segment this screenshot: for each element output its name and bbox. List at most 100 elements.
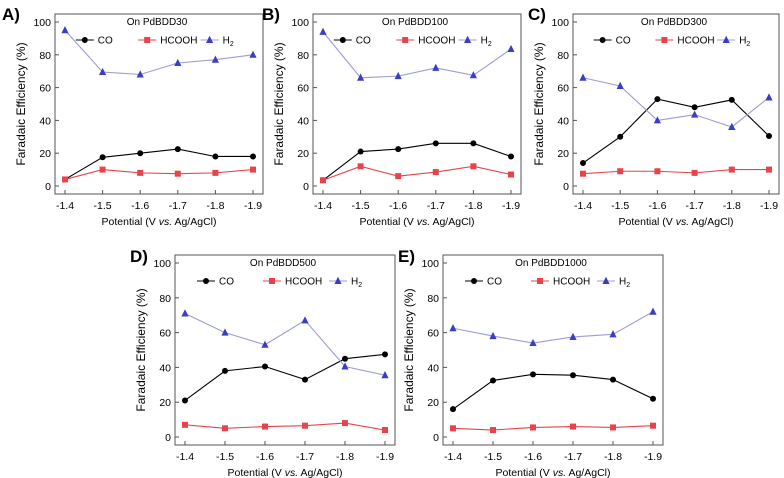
data-point-co — [262, 363, 268, 370]
x-axis-label-part: Ag/AgCl) — [172, 216, 216, 228]
x-tick-label: -1.6 — [131, 200, 149, 212]
legend-marker-h2 — [464, 35, 472, 43]
data-point-h2 — [341, 362, 349, 370]
x-tick-label: -1.9 — [502, 200, 520, 212]
data-point-co — [508, 153, 514, 160]
series-line-co — [322, 142, 512, 181]
data-point-hcooh — [508, 171, 514, 178]
data-point-h2 — [765, 93, 773, 101]
y-axis-label: Faradaic Efficiency (%) — [134, 288, 148, 411]
legend-label-h2-subscript: 2 — [746, 41, 750, 48]
data-point-hcooh — [650, 422, 656, 429]
panel-2: C) On PdBDD300 0 20 40 60 80 100 -1.4 -1.5 -1.6 -1.… — [528, 5, 780, 228]
legend-marker-co — [203, 278, 209, 284]
data-point-co — [212, 153, 219, 160]
data-point-h2 — [691, 110, 699, 118]
data-point-hcooh — [262, 423, 268, 430]
legend-label-h2-main: H — [351, 277, 358, 288]
y-tick-label: 60 — [427, 328, 439, 340]
x-axis-label-part: Potential (V — [496, 467, 553, 478]
data-point-co — [650, 395, 656, 402]
plot-frame — [174, 254, 396, 446]
x-tick-label: -1.9 — [376, 451, 394, 463]
x-axis-label: Potential (V vs. Ag/AgCl) — [102, 216, 217, 228]
legend-marker-hcooh — [269, 278, 275, 284]
data-point-h2 — [61, 26, 69, 34]
data-point-co — [182, 397, 188, 404]
legend-marker-co — [599, 37, 606, 43]
data-point-co — [570, 372, 576, 379]
legend-marker-hcooh — [402, 37, 409, 43]
data-point-hcooh — [182, 421, 188, 428]
y-axis-label: Faradaic Efficiency (%) — [532, 42, 546, 165]
legend-marker-h2 — [602, 276, 610, 284]
panel-3: D) On PdBDD500 0 20 40 60 80 100 -1.4 -1.5 -1.6 -1.… — [130, 247, 396, 478]
data-point-co — [450, 406, 456, 413]
data-point-hcooh — [395, 173, 402, 180]
x-axis-label-part: vs. — [676, 216, 689, 228]
panel-letter: C) — [528, 5, 546, 24]
x-axis-label-part: Ag/AgCl) — [430, 216, 474, 228]
data-point-h2 — [579, 73, 587, 81]
data-point-hcooh — [570, 423, 576, 430]
legend-label-hcooh: HCOOH — [418, 36, 455, 47]
y-tick-label: 80 — [297, 50, 309, 62]
x-tick-label: -1.4 — [574, 200, 592, 212]
data-point-hcooh — [320, 177, 326, 184]
data-point-co — [137, 150, 144, 157]
y-tick-label: 20 — [297, 148, 309, 160]
plot-frame — [442, 254, 664, 446]
x-tick-label: -1.6 — [648, 200, 666, 212]
x-axis-label-part: vs. — [159, 216, 172, 228]
legend-label-co: CO — [98, 36, 113, 47]
data-point-co — [490, 377, 496, 384]
data-point-co — [382, 351, 388, 358]
panel-letter: B) — [262, 5, 280, 24]
x-tick-label: -1.8 — [723, 200, 741, 212]
y-tick-label: 40 — [557, 115, 569, 127]
y-tick-label: 100 — [291, 17, 309, 29]
legend-marker-co — [471, 278, 477, 284]
legend-label-h2-subscript: 2 — [358, 282, 362, 289]
data-point-hcooh — [691, 169, 698, 176]
x-axis-label-part: vs. — [285, 467, 298, 478]
data-point-co — [654, 96, 661, 103]
data-point-h2 — [357, 73, 365, 81]
legend-label-h2-subscript: 2 — [488, 41, 492, 48]
series-line-hcooh — [184, 422, 386, 431]
panel-title: On PdBDD500 — [250, 258, 317, 269]
legend-label-h2: H2 — [351, 277, 362, 290]
data-point-hcooh — [450, 425, 456, 432]
x-tick-label: -1.8 — [206, 200, 224, 212]
data-point-hcooh — [382, 427, 388, 434]
data-point-h2 — [507, 44, 515, 53]
legend-label-co: CO — [616, 36, 631, 47]
data-point-hcooh — [580, 170, 586, 177]
data-point-co — [395, 146, 402, 153]
x-axis-label-part: Potential (V — [228, 467, 285, 478]
x-tick-label: -1.7 — [296, 451, 314, 463]
data-point-hcooh — [530, 424, 536, 431]
data-point-co — [728, 96, 735, 103]
data-point-hcooh — [766, 166, 772, 173]
x-axis-label: Potential (V vs. Ag/AgCl) — [619, 216, 734, 228]
series-line-hcooh — [582, 169, 769, 175]
panel-4: E) On PdBDD1000 0 20 40 60 80 100 -1.4 -1.5 -1.6 -1… — [398, 247, 664, 478]
y-tick-label: 40 — [297, 115, 309, 127]
plot-frame — [312, 13, 522, 195]
x-tick-label: -1.5 — [484, 451, 502, 463]
y-tick-label: 0 — [165, 432, 171, 444]
y-tick-label: 40 — [427, 362, 439, 374]
series-line-co — [452, 373, 654, 410]
series-line-h2 — [452, 311, 654, 344]
panel-letter: D) — [130, 247, 148, 266]
data-point-h2 — [181, 309, 189, 317]
x-tick-label: -1.5 — [611, 200, 629, 212]
x-axis-label-part: Ag/AgCl) — [689, 216, 733, 228]
y-tick-label: 0 — [433, 432, 439, 444]
panel-title: On PdBDD30 — [127, 17, 188, 28]
legend-label-h2-main: H — [481, 36, 488, 47]
y-tick-label: 100 — [153, 258, 171, 270]
data-point-co — [302, 376, 308, 383]
x-tick-label: -1.4 — [56, 200, 74, 212]
